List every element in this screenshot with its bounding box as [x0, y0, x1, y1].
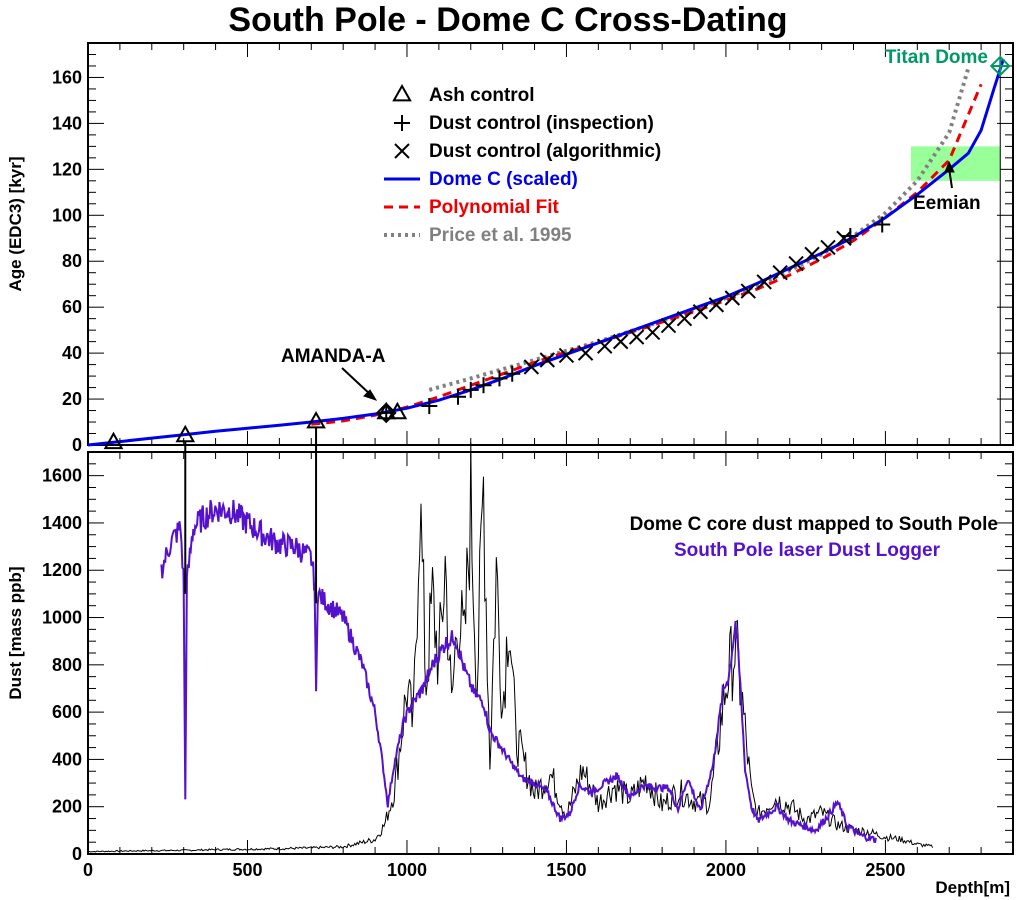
- dust-algorithmic-marker: [597, 338, 613, 354]
- dust-algorithmic-marker: [708, 297, 725, 313]
- dust-algorithmic-marker: [772, 265, 788, 281]
- y-tick-label: 0: [72, 435, 82, 455]
- dust-inspection-marker: [462, 381, 479, 398]
- series-price: [428, 67, 971, 392]
- legend-label: Polynomial Fit: [429, 197, 560, 218]
- y-tick-label: 1000: [42, 608, 82, 628]
- dust-algorithmic-marker: [539, 352, 556, 368]
- legend-label: Dust control (inspection): [429, 113, 654, 134]
- cross-link-lines: [184, 428, 318, 604]
- y-tick-label: 60: [62, 297, 82, 317]
- dust-algorithmic-marker: [612, 333, 629, 350]
- eemian-label: Eemian: [913, 193, 981, 214]
- ash-control-marker: [175, 424, 196, 443]
- y-tick-label: 600: [52, 702, 82, 722]
- y-tick-label: 140: [52, 113, 82, 133]
- y-tick-label: 0: [72, 844, 82, 864]
- legend-dust-algorithmic-symbol: [394, 143, 410, 159]
- x-tick-label: 1500: [546, 860, 586, 880]
- titan-dome-marker: [989, 55, 1011, 77]
- dust-inspection-marker: [874, 216, 891, 233]
- dust-algorithmic-marker: [523, 359, 540, 375]
- dust-algorithmic-marker: [644, 324, 661, 341]
- legend-label: Ash control: [429, 85, 535, 106]
- legend-dust-inspection-symbol: [394, 115, 410, 131]
- y-tick-label: 200: [52, 797, 82, 817]
- y-tick-label: 1200: [42, 560, 82, 580]
- y-tick-label: 40: [62, 343, 82, 363]
- y-tick-label: 20: [62, 389, 82, 409]
- dust-algorithmic-marker: [788, 255, 804, 272]
- dust-inspection-marker: [421, 397, 438, 414]
- y-tick-label: 1600: [42, 466, 82, 486]
- amanda-arrow-head: [363, 389, 378, 401]
- dust-algorithmic-marker: [740, 283, 756, 299]
- y-axis-label: Age (EDC3) [kyr]: [6, 156, 25, 291]
- y-tick-label: 160: [52, 67, 82, 87]
- amanda-arrow: [341, 367, 373, 397]
- legend-label: Dust control (algorithmic): [429, 141, 661, 162]
- dust-inspection-marker: [475, 377, 492, 394]
- series-poly: [311, 83, 983, 426]
- dust-inspection-marker: [504, 365, 521, 382]
- dust-algorithmic-marker: [692, 304, 709, 320]
- dust-algorithmic-marker: [628, 329, 645, 345]
- dust-panel: 0 500 1000 1500 2000 2500 0 200 400 600 800 1000 120…: [6, 442, 1013, 897]
- dust-inspection-marker: [450, 388, 466, 405]
- ash-control-marker: [306, 410, 326, 429]
- y-tick-label: 1400: [42, 513, 82, 533]
- dust-inspection-marker: [491, 370, 508, 387]
- legend-ash-symbol: [392, 83, 412, 102]
- eemian-arrow-head: [944, 160, 955, 173]
- legend-label: Dome C core dust mapped to South Pole: [630, 514, 998, 535]
- age-panel: 0 20 40 60 80 100 120 140 160 Age (EDC3) [kyr] Ash…: [6, 43, 1013, 455]
- y-tick-label: 120: [52, 159, 82, 179]
- y-tick-label: 400: [52, 749, 82, 769]
- x-tick-label: 500: [232, 860, 262, 880]
- y-tick-label: 80: [62, 251, 82, 271]
- dust-algorithmic-marker: [804, 246, 820, 263]
- dust-algorithmic-marker: [660, 317, 677, 334]
- dust-algorithmic-marker: [836, 230, 852, 246]
- x-tick-label: 2500: [865, 860, 905, 880]
- legend-label: South Pole laser Dust Logger: [674, 540, 941, 561]
- series-dome-c-core-dust: [87, 442, 934, 853]
- dust-algorithmic-marker: [724, 290, 741, 306]
- x-tick-label: 2000: [706, 860, 746, 880]
- dust-algorithmic-marker: [577, 345, 594, 361]
- y-tick-label: 100: [52, 205, 82, 225]
- y-axis-label: Dust [mass ppb]: [6, 566, 25, 699]
- ash-control-marker: [103, 431, 124, 450]
- legend-label: Dome C (scaled): [429, 169, 578, 190]
- dust-algorithmic-marker: [756, 274, 772, 290]
- age-panel-frame: [87, 42, 1014, 446]
- dust-algorithmic-marker: [820, 239, 836, 256]
- dust-algorithmic-marker: [676, 310, 693, 327]
- chart-title: South Pole - Dome C Cross-Dating: [228, 1, 787, 39]
- x-axis-label: Depth[m]: [935, 878, 1010, 897]
- amanda-label: AMANDA-A: [281, 346, 386, 367]
- amanda-marker: [375, 402, 397, 424]
- dust-algorithmic-marker: [558, 347, 575, 364]
- y-tick-label: 800: [52, 655, 82, 675]
- legend-label: Price et al. 1995: [429, 225, 572, 246]
- series-dust-logger: [160, 499, 877, 844]
- x-tick-label: 1000: [387, 860, 427, 880]
- titan-dome-label: Titan Dome: [885, 47, 988, 68]
- x-tick-label: 0: [83, 860, 93, 880]
